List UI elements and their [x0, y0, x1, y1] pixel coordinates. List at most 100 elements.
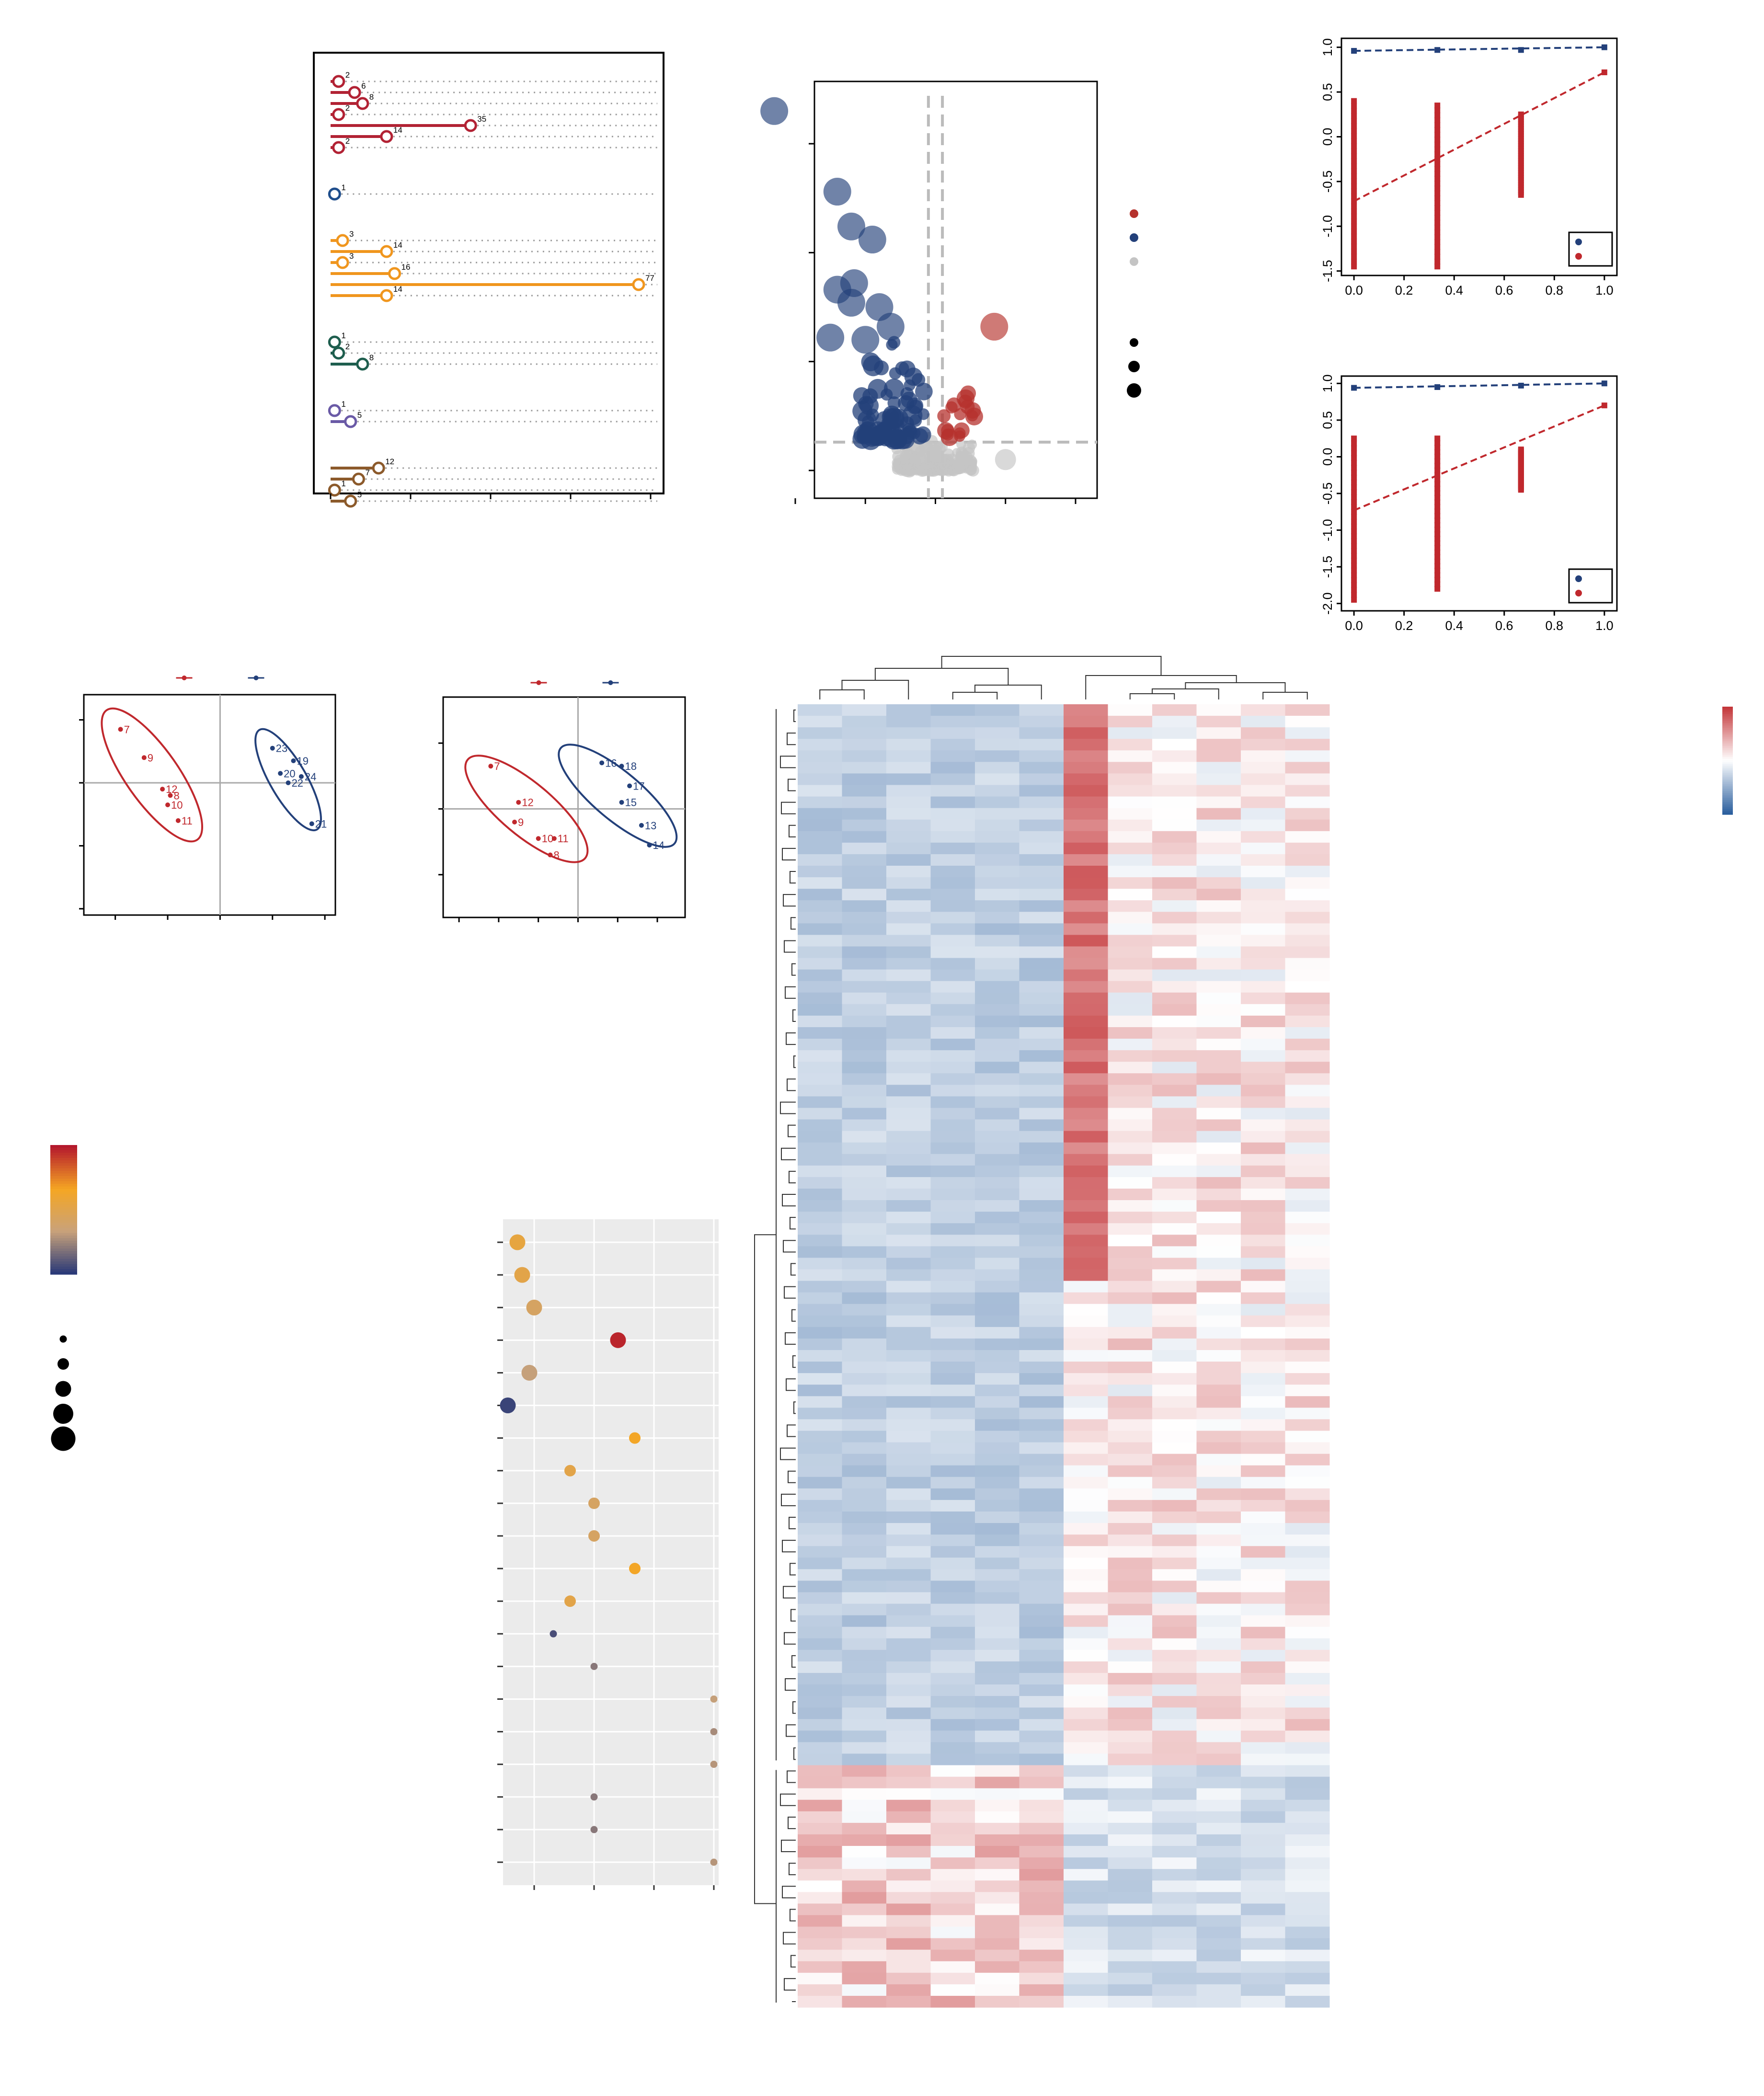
heatmap-cell	[1019, 1661, 1064, 1673]
heatmap-cell	[1152, 1730, 1197, 1742]
heatmap-cell	[1196, 1811, 1241, 1823]
heatmap-cell	[1019, 716, 1064, 728]
heatmap-cell	[975, 1938, 1019, 1950]
heatmap-cell	[798, 1961, 842, 1973]
heatmap-cell	[886, 1465, 931, 1478]
heatmap-cell	[842, 1961, 887, 1973]
heatmap-cell	[842, 1073, 887, 1085]
heatmap-cell	[1064, 1304, 1108, 1316]
heatmap-cell	[1196, 1431, 1241, 1443]
heatmap-cell	[1152, 1603, 1197, 1616]
heatmap-cell	[1285, 1615, 1330, 1627]
sample-label: 13	[645, 820, 656, 832]
heatmap-cell	[1196, 1350, 1241, 1362]
heatmap-cell	[886, 900, 931, 912]
heatmap-cell	[1108, 1431, 1153, 1443]
heatmap-cell	[1019, 865, 1064, 878]
heatmap-cell	[1241, 1903, 1285, 1915]
size-legend-marker	[51, 1426, 76, 1451]
heatmap-cell	[842, 796, 887, 809]
q2-point	[1434, 161, 1441, 167]
heatmap-cell	[930, 1511, 975, 1523]
q2-point	[1351, 143, 1357, 149]
heatmap-cell	[1152, 1050, 1197, 1062]
heatmap-cell	[798, 704, 842, 716]
heatmap-cell	[975, 762, 1019, 774]
q2-point	[1434, 156, 1441, 162]
heatmap-cell	[1064, 1315, 1108, 1328]
heatmap-cell	[1108, 1592, 1153, 1604]
heatmap-cell	[975, 1638, 1019, 1650]
heatmap-cell	[1241, 1719, 1285, 1731]
x-tick-label: 0.2	[1395, 618, 1413, 633]
heatmap-cell	[1241, 1926, 1285, 1939]
heatmap-cell	[1152, 1431, 1197, 1443]
heatmap-cell	[886, 1915, 931, 1927]
heatmap-cell	[798, 1292, 842, 1305]
heatmap-cell	[1064, 1961, 1108, 1973]
heatmap-cell	[930, 946, 975, 959]
heatmap-cell	[1152, 727, 1197, 739]
heatmap-cell	[1196, 1581, 1241, 1592]
heatmap-cell	[975, 808, 1019, 820]
heatmap-cell	[1108, 1465, 1153, 1478]
heatmap-cell	[1285, 819, 1330, 832]
heatmap-cell	[1241, 1396, 1285, 1408]
heatmap-cell	[886, 1984, 931, 1996]
lollipop-head	[336, 234, 349, 247]
colorbar-segment	[50, 1248, 77, 1251]
heatmap-cell	[1241, 1938, 1285, 1950]
heatmap-cell	[1019, 1500, 1064, 1512]
heatmap-cell	[1019, 877, 1064, 889]
heatmap-cell	[1108, 1338, 1153, 1351]
heatmap-cell	[1152, 1315, 1197, 1328]
q2-point	[1601, 69, 1607, 75]
heatmap-cell	[1019, 1327, 1064, 1339]
heatmap-cell	[842, 1062, 887, 1074]
heatmap-cell	[930, 1765, 975, 1777]
q2-point	[1434, 210, 1441, 216]
lollipop-head	[344, 415, 357, 428]
heatmap-cell	[1064, 1085, 1108, 1097]
heatmap-cell	[1108, 1535, 1153, 1546]
heatmap-cell	[1152, 1915, 1197, 1927]
heatmap-cell	[975, 1338, 1019, 1351]
heatmap-cell	[1152, 773, 1197, 785]
heatmap-cell	[1196, 1338, 1241, 1351]
heatmap-cell	[930, 1972, 975, 1985]
heatmap-cell	[930, 808, 975, 820]
heatmap-cell	[1064, 1396, 1108, 1408]
heatmap-cell	[1064, 1972, 1108, 1985]
heatmap-cell	[1285, 1869, 1330, 1881]
lollipop-head	[372, 461, 385, 475]
heatmap-cell	[1064, 1672, 1108, 1685]
heatmap-cell	[1285, 1603, 1330, 1616]
highlight-point	[837, 288, 865, 317]
heatmap-cell	[842, 1488, 887, 1500]
heatmap-cell	[975, 1235, 1019, 1247]
heatmap-cell	[975, 1915, 1019, 1927]
heatmap-cell	[930, 1327, 975, 1339]
heatmap-cell	[1152, 1385, 1197, 1397]
heatmap-cell	[975, 923, 1019, 935]
value-label: 12	[385, 457, 394, 466]
heatmap-cell	[798, 1535, 842, 1546]
heatmap-cell	[1108, 1454, 1153, 1466]
heatmap-cell	[1064, 1442, 1108, 1455]
heatmap-cell	[975, 1892, 1019, 1904]
heatmap-cell	[1064, 1385, 1108, 1397]
heatmap-cell	[886, 1073, 931, 1085]
heatmap-cell	[1241, 1073, 1285, 1085]
heatmap-cell	[1285, 842, 1330, 855]
heatmap-cell	[1152, 1188, 1197, 1201]
heatmap-cell	[1196, 1315, 1241, 1328]
nodiff-point	[929, 452, 943, 466]
heatmap-cell	[1152, 969, 1197, 982]
heatmap-cell	[975, 1776, 1019, 1789]
heatmap-cell	[1019, 739, 1064, 751]
x-tick-label: 0.6	[1495, 618, 1513, 633]
heatmap-cell	[886, 1131, 931, 1143]
term-bubble	[710, 1858, 718, 1866]
heatmap-cell	[1019, 1581, 1064, 1592]
heatmap-cell	[798, 1638, 842, 1650]
